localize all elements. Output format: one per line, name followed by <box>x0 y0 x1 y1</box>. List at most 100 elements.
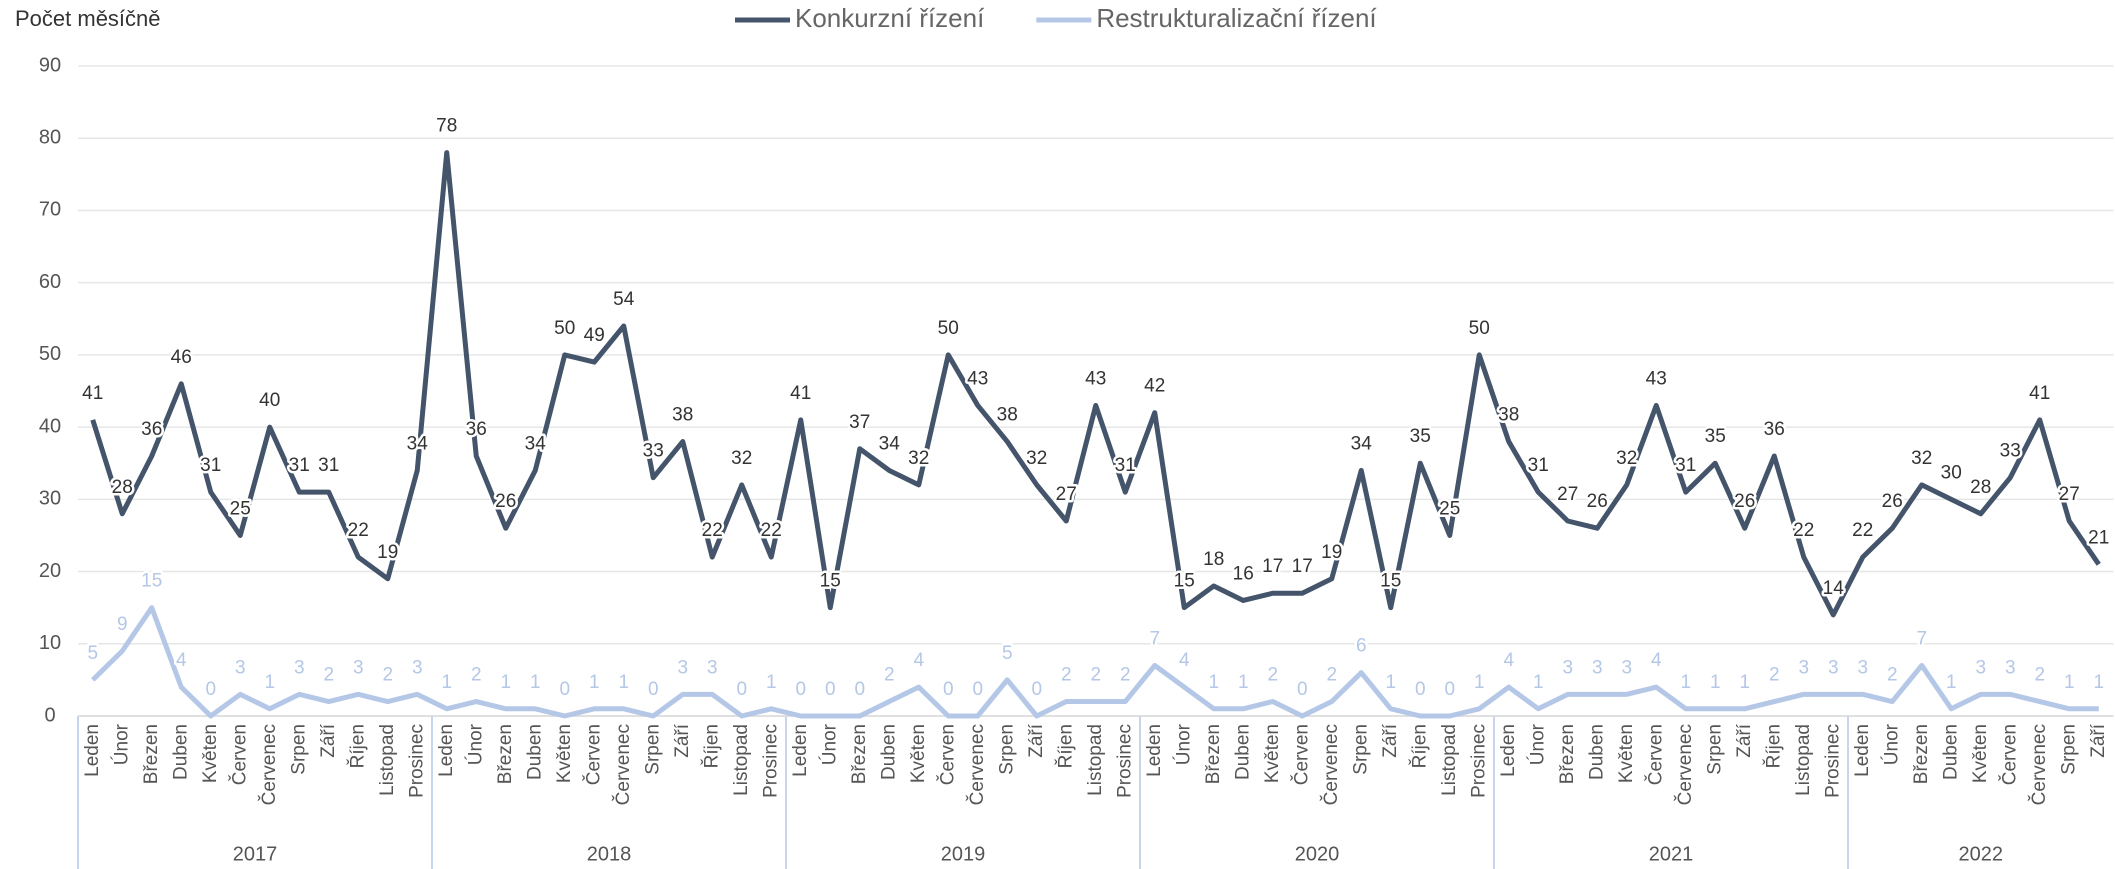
x-tick-label: Prosinec <box>1822 724 1843 798</box>
data-label: 2 <box>382 665 393 686</box>
data-label: 26 <box>1734 491 1755 512</box>
x-group-label: 2020 <box>1295 843 1340 865</box>
y-tick-label: 40 <box>39 415 61 437</box>
data-label: 32 <box>908 448 929 469</box>
y-tick-label: 50 <box>39 343 61 365</box>
data-label: 46 <box>171 347 192 368</box>
x-tick-label: Červen <box>1290 724 1312 785</box>
x-tick-label: Leden <box>1498 724 1519 777</box>
data-label: 31 <box>289 455 310 476</box>
data-label: 43 <box>967 368 988 389</box>
data-label: 37 <box>849 412 870 433</box>
data-label: 41 <box>2029 383 2050 404</box>
x-tick-label: Září <box>2088 723 2109 758</box>
x-tick-label: Říjen <box>1054 724 1076 768</box>
data-label: 2 <box>1090 665 1101 686</box>
x-tick-label: Červenec <box>966 724 988 805</box>
data-label: 41 <box>790 383 811 404</box>
data-label: 15 <box>1380 571 1401 592</box>
data-label: 21 <box>2088 527 2109 548</box>
data-label: 28 <box>1970 477 1991 498</box>
data-label: 1 <box>1946 672 1957 693</box>
x-tick-label: Srpen <box>996 724 1017 775</box>
data-label: 50 <box>938 318 959 339</box>
x-tick-label: Duben <box>1232 724 1253 780</box>
data-label: 15 <box>1174 571 1195 592</box>
data-label: 0 <box>559 679 570 700</box>
x-tick-label: Září <box>1734 723 1755 758</box>
data-label: 38 <box>672 405 693 426</box>
data-label: 3 <box>235 657 246 678</box>
x-tick-label: Srpen <box>2058 724 2079 775</box>
x-tick-label: Květen <box>1616 724 1637 783</box>
x-tick-label: Říjen <box>1762 724 1784 768</box>
data-label: 22 <box>348 520 369 541</box>
x-tick-label: Listopad <box>1439 724 1460 796</box>
x-tick-label: Červenec <box>612 724 634 805</box>
data-label: 43 <box>1646 368 1667 389</box>
data-label: 1 <box>1238 672 1249 693</box>
x-tick-label: Duben <box>878 724 899 780</box>
data-label: 34 <box>407 433 429 454</box>
data-label: 2 <box>1120 665 1131 686</box>
data-label: 3 <box>412 657 423 678</box>
data-label: 0 <box>736 679 747 700</box>
data-label: 1 <box>1208 672 1219 693</box>
y-axis-title: Počet měsíčně <box>15 6 161 31</box>
x-tick-label: Leden <box>1852 724 1873 777</box>
x-tick-label: Listopad <box>1793 724 1814 796</box>
y-tick-label: 20 <box>39 560 61 582</box>
data-label: 35 <box>1410 426 1431 447</box>
data-label: 1 <box>618 672 629 693</box>
data-label: 3 <box>1857 657 1868 678</box>
data-label: 17 <box>1292 556 1313 577</box>
data-label: 35 <box>1705 426 1726 447</box>
series-line <box>91 605 2099 719</box>
x-tick-label: Únor <box>1526 723 1548 765</box>
data-label: 3 <box>1592 657 1603 678</box>
x-tick-label: Březen <box>141 724 162 784</box>
data-label: 34 <box>879 433 901 454</box>
data-label: 3 <box>2005 657 2016 678</box>
x-tick-label: Listopad <box>1085 724 1106 796</box>
x-tick-label: Duben <box>524 724 545 780</box>
data-label: 9 <box>117 614 128 635</box>
data-label: 36 <box>1764 419 1785 440</box>
data-label: 7 <box>1916 628 1927 649</box>
data-label: 50 <box>554 318 575 339</box>
data-label: 33 <box>2000 441 2021 462</box>
data-label: 4 <box>1179 650 1190 671</box>
data-label: 22 <box>702 520 723 541</box>
data-label: 2 <box>884 665 895 686</box>
data-label: 34 <box>525 433 547 454</box>
data-label: 2 <box>1061 665 1072 686</box>
data-label: 32 <box>731 448 752 469</box>
data-label: 3 <box>1798 657 1809 678</box>
x-tick-label: Únor <box>110 723 132 765</box>
data-label: 3 <box>353 657 364 678</box>
x-tick-label: Leden <box>82 724 103 777</box>
data-label: 22 <box>761 520 782 541</box>
x-group-label: 2019 <box>941 843 986 865</box>
data-label: 1 <box>2093 672 2104 693</box>
x-tick-label: Prosinec <box>1468 724 1489 798</box>
data-label: 32 <box>1616 448 1637 469</box>
data-label: 41 <box>82 383 103 404</box>
data-label: 1 <box>1474 672 1485 693</box>
legend-label: Konkurzní řízení <box>795 3 985 33</box>
x-tick-label: Červenec <box>2028 724 2050 805</box>
data-label: 1 <box>1385 672 1396 693</box>
data-label: 34 <box>1351 433 1373 454</box>
x-tick-label: Květen <box>1262 724 1283 783</box>
data-label: 26 <box>495 491 516 512</box>
data-label: 26 <box>1587 491 1608 512</box>
x-tick-label: Červenec <box>1674 724 1696 805</box>
data-label: 3 <box>1562 657 1573 678</box>
x-tick-label: Leden <box>436 724 457 777</box>
data-label: 1 <box>1533 672 1544 693</box>
x-tick-label: Říjen <box>700 724 722 768</box>
data-label: 2 <box>2034 665 2045 686</box>
x-tick-label: Červen <box>936 724 958 785</box>
data-label: 2 <box>1887 665 1898 686</box>
data-label: 3 <box>294 657 305 678</box>
